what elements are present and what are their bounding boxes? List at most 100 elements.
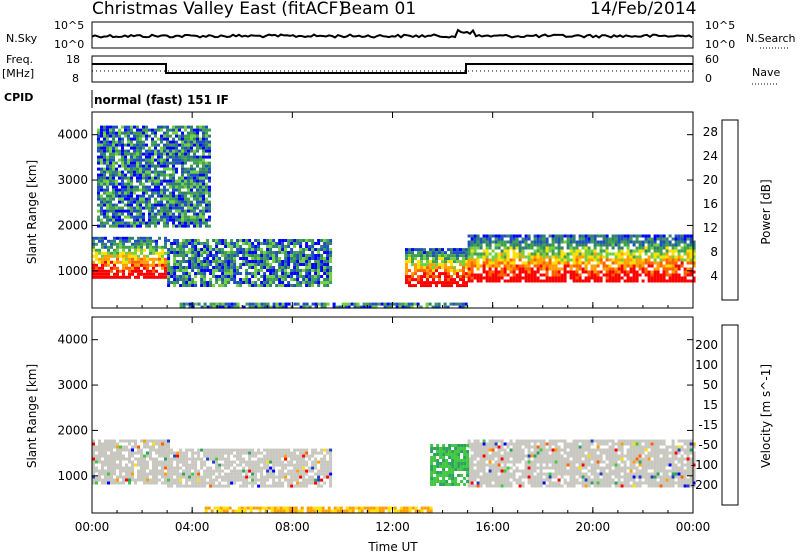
power-cell: [674, 240, 678, 244]
vel-cell: [689, 475, 693, 479]
power-cell: [581, 252, 585, 256]
vel-cell: [683, 469, 687, 473]
power-cell: [383, 305, 387, 309]
power-cell: [287, 254, 291, 257]
vel-cell: [500, 439, 504, 443]
power-cell: [467, 234, 471, 238]
power-cell: [157, 170, 160, 174]
vel-cell: [146, 445, 149, 449]
power-cell: [124, 164, 127, 168]
vel-cell: [113, 445, 116, 449]
power-cell: [166, 131, 169, 135]
vel-cell: [584, 457, 588, 461]
power-cell: [305, 275, 309, 278]
vel-cell: [620, 466, 624, 470]
vel-cell: [95, 457, 98, 461]
power-cell: [329, 260, 333, 263]
power-cell: [136, 173, 139, 177]
power-cell: [542, 279, 546, 283]
vel-cell: [494, 466, 498, 470]
power-cell: [420, 284, 423, 288]
power-cell: [167, 284, 171, 287]
power-cell: [196, 197, 199, 201]
power-cell: [130, 203, 133, 207]
power-cell: [308, 305, 312, 309]
power-cell: [196, 176, 199, 180]
power-cell: [662, 267, 666, 271]
vel-cell: [542, 460, 546, 464]
power-cell: [103, 182, 106, 186]
power-cell: [188, 242, 192, 245]
power-cell: [500, 240, 504, 244]
power-cell: [173, 275, 177, 278]
power-cell: [593, 237, 597, 241]
power-cell: [206, 260, 210, 263]
power-cell: [136, 149, 139, 153]
power-cell: [110, 254, 113, 258]
power-cell: [635, 270, 639, 274]
power-cell: [163, 146, 166, 150]
power-cell: [104, 263, 107, 267]
power-cell: [515, 264, 519, 268]
vel-cell: [506, 451, 510, 455]
vel-cell: [665, 475, 669, 479]
power-cell: [417, 251, 420, 255]
power-cell: [212, 269, 216, 272]
power-cell: [200, 251, 204, 254]
power-cell: [142, 140, 145, 144]
power-cell: [269, 254, 273, 257]
power-cell: [257, 257, 261, 260]
power-cell: [518, 255, 522, 259]
vel-cell: [680, 454, 684, 458]
vel-cell: [110, 457, 113, 461]
power-cell: [536, 243, 540, 247]
power-cell: [414, 266, 417, 270]
power-cell: [187, 197, 190, 201]
power-cell: [459, 260, 462, 264]
vel-cell: [671, 475, 675, 479]
power-cell: [236, 242, 240, 245]
vel-cell: [113, 457, 116, 461]
vel-cell: [527, 442, 531, 446]
power-cell: [212, 248, 216, 251]
power-cell: [476, 279, 480, 283]
power-cell: [179, 260, 183, 263]
power-cell: [314, 248, 318, 251]
power-cell: [187, 125, 190, 129]
power-cell: [205, 131, 208, 135]
power-cell: [202, 194, 205, 198]
vel-cell: [146, 454, 149, 458]
power-cell: [518, 243, 522, 247]
power-cell: [293, 263, 297, 266]
power-cell: [158, 245, 161, 249]
vel-cell: [671, 460, 675, 464]
power-cell: [172, 203, 175, 207]
power-cell: [485, 252, 489, 256]
power-cell: [208, 128, 211, 132]
power-cell: [178, 158, 181, 162]
power-cell: [251, 248, 255, 251]
power-cell: [470, 246, 474, 250]
vel-cell: [470, 466, 474, 470]
vel-cell: [668, 463, 672, 467]
power-cell: [500, 255, 504, 259]
power-cell: [196, 215, 199, 219]
power-cell: [545, 264, 549, 268]
power-cell: [142, 143, 145, 147]
power-cell: [118, 149, 121, 153]
vel-cell: [647, 442, 651, 446]
vel-cell: [104, 439, 107, 443]
power-cell: [149, 245, 152, 249]
power-cell: [266, 257, 270, 260]
vel-cell: [671, 439, 675, 443]
power-cell: [133, 206, 136, 210]
power-cell: [166, 218, 169, 222]
vel-cell: [566, 484, 570, 488]
vel-cell: [593, 478, 597, 482]
vel-cell: [170, 475, 174, 479]
power-cell: [113, 236, 116, 240]
power-cell: [527, 276, 531, 280]
vel-cell: [164, 457, 167, 461]
power-cell: [175, 128, 178, 132]
power-cell: [275, 245, 279, 248]
